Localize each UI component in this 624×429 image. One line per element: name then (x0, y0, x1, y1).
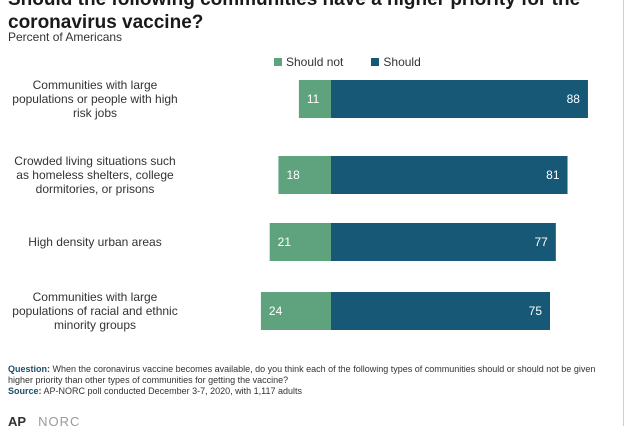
value-label-should: 77 (534, 235, 548, 249)
bar-should (331, 156, 568, 194)
value-label-should: 81 (546, 168, 560, 182)
bar-should-not (298, 80, 331, 118)
bar-should (331, 223, 556, 261)
category-label: Communities with large populations or peo… (12, 78, 177, 120)
value-label-should: 75 (529, 304, 543, 318)
question-label: Question: (8, 364, 50, 374)
norc-logo: NORC (38, 414, 81, 429)
legend: Should not Should (274, 55, 421, 69)
bar-should (331, 80, 588, 118)
legend-item-should: Should (371, 55, 421, 69)
category-label: Crowded living situations such as homeles… (14, 154, 175, 196)
logo-bar: AP NORC (8, 414, 80, 429)
value-label-should: 88 (567, 92, 581, 106)
legend-label-should-not: Should not (286, 55, 344, 69)
source-label: Source: (8, 386, 42, 396)
question-text: When the coronavirus vaccine becomes ava… (8, 364, 596, 385)
value-label-should-not: 21 (278, 235, 292, 249)
category-label: Communities with large populations of rac… (12, 290, 177, 332)
value-label-should-not: 18 (286, 168, 300, 182)
source-text: AP-NORC poll conducted December 3-7, 202… (43, 386, 302, 396)
bar-should-not (260, 292, 331, 330)
value-label-should-not: 11 (307, 92, 320, 106)
legend-item-should-not: Should not (274, 55, 343, 69)
bar-should (331, 292, 550, 330)
bar-should-not (278, 156, 331, 194)
footnote: Question: When the coronavirus vaccine b… (8, 364, 618, 397)
ap-logo: AP (8, 414, 27, 429)
chart-subtitle: Percent of Americans (8, 30, 123, 44)
legend-swatch-should-not (274, 58, 282, 66)
legend-label-should: Should (383, 55, 421, 69)
bar-should-not (269, 223, 331, 261)
legend-swatch-should (371, 58, 380, 66)
category-label: High density urban areas (28, 235, 161, 249)
value-label-should-not: 24 (269, 304, 283, 318)
chart-title: Should the following communities have a … (8, 0, 580, 33)
